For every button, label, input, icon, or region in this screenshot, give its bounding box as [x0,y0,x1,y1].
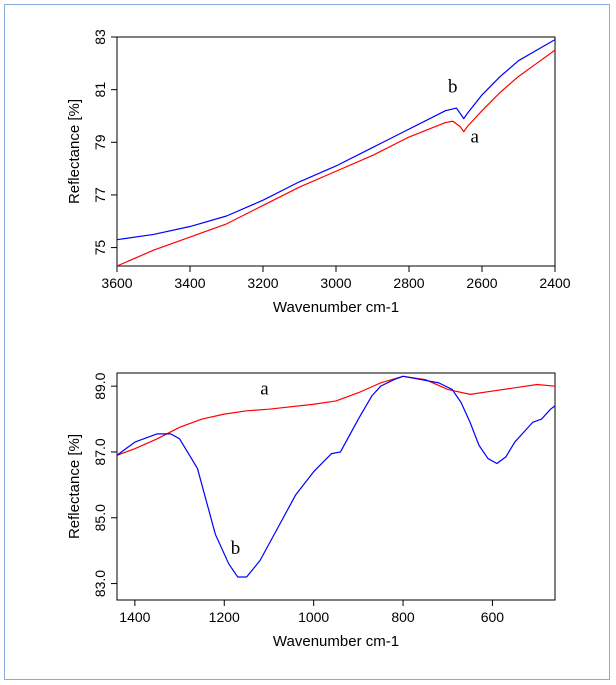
x-axis-title: Wavenumber cm-1 [273,299,399,316]
y-axis-title: Reflectance [%] [66,99,83,204]
x-tick-label: 1200 [209,609,240,625]
y-tick-label: 75 [92,240,108,256]
x-tick-label: 3400 [174,275,205,291]
x-tick-label: 600 [481,609,505,625]
series-line-a [116,49,556,267]
curve-label-a: a [260,378,269,399]
series-line-b [116,375,556,578]
plot-area-2 [116,372,556,601]
x-tick-label: 3000 [320,275,351,291]
figure-frame: 3600 3400 3200 3000 2800 2600 2400 75 77 79 81 83 Wa… [4,4,610,680]
series-line-b [116,39,556,241]
curve-label-b: b [448,76,458,97]
x-tick-label: 2800 [393,275,424,291]
x-axis-title: Wavenumber cm-1 [273,633,399,650]
y-tick-label: 85.0 [92,504,108,531]
figure-canvas: 3600 3400 3200 3000 2800 2600 2400 75 77 79 81 83 Wa… [66,29,571,650]
y-tick-label: 81 [92,82,108,98]
x-tick-label: 800 [391,609,415,625]
y-tick-label: 83.0 [92,570,108,597]
y-axis-title: Reflectance [%] [66,434,83,539]
plot-area-1 [116,36,556,267]
y-tick-label: 87.0 [92,438,108,465]
series-line-a [116,375,556,456]
curve-label-b: b [231,538,241,559]
x-tick-label: 1400 [119,609,150,625]
y-tick-label: 79 [92,134,108,150]
x-tick-label: 3600 [101,275,132,291]
x-tick-label: 2400 [539,275,570,291]
curve-label-a: a [470,126,479,147]
y-tick-label: 77 [92,187,108,203]
y-tick-label: 89.0 [92,372,108,399]
x-tick-label: 3200 [247,275,278,291]
x-tick-label: 1000 [298,609,329,625]
x-tick-label: 2600 [466,275,497,291]
y-tick-label: 83 [92,29,108,45]
